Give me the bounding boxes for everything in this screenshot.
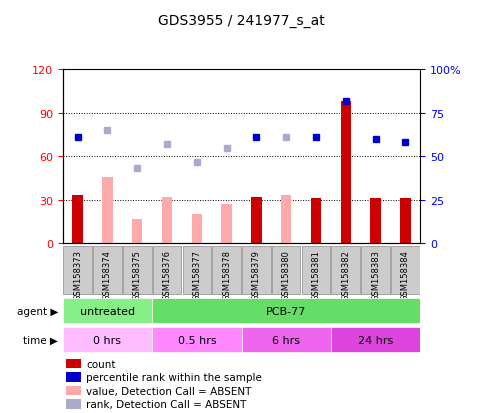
FancyBboxPatch shape <box>331 247 360 294</box>
Bar <box>132 219 142 244</box>
Text: GSM158380: GSM158380 <box>282 250 291 300</box>
FancyBboxPatch shape <box>242 247 270 294</box>
Bar <box>400 199 411 244</box>
Bar <box>102 177 113 244</box>
FancyBboxPatch shape <box>93 247 122 294</box>
Text: GDS3955 / 241977_s_at: GDS3955 / 241977_s_at <box>158 14 325 28</box>
Text: PCB-77: PCB-77 <box>266 306 306 316</box>
Text: GSM158373: GSM158373 <box>73 250 82 301</box>
Text: percentile rank within the sample: percentile rank within the sample <box>86 372 262 382</box>
Text: GSM158384: GSM158384 <box>401 250 410 300</box>
Bar <box>66 373 81 382</box>
FancyBboxPatch shape <box>63 328 152 352</box>
FancyBboxPatch shape <box>242 328 331 352</box>
Bar <box>66 386 81 396</box>
FancyBboxPatch shape <box>361 247 390 294</box>
FancyBboxPatch shape <box>331 328 420 352</box>
Text: GSM158382: GSM158382 <box>341 250 350 300</box>
Text: GSM158378: GSM158378 <box>222 250 231 301</box>
Text: untreated: untreated <box>80 306 135 316</box>
FancyBboxPatch shape <box>272 247 300 294</box>
Text: rank, Detection Call = ABSENT: rank, Detection Call = ABSENT <box>86 399 246 409</box>
FancyBboxPatch shape <box>153 247 181 294</box>
FancyBboxPatch shape <box>152 328 242 352</box>
Bar <box>221 204 232 244</box>
Text: time ▶: time ▶ <box>23 335 58 345</box>
Bar <box>281 196 291 244</box>
FancyBboxPatch shape <box>213 247 241 294</box>
Text: 24 hrs: 24 hrs <box>358 335 393 345</box>
Bar <box>192 215 202 244</box>
Text: count: count <box>86 359 115 369</box>
Text: 0.5 hrs: 0.5 hrs <box>178 335 216 345</box>
FancyBboxPatch shape <box>183 247 211 294</box>
Text: GSM158377: GSM158377 <box>192 250 201 301</box>
FancyBboxPatch shape <box>152 299 420 323</box>
Text: GSM158381: GSM158381 <box>312 250 320 300</box>
Bar <box>341 102 351 244</box>
Text: GSM158374: GSM158374 <box>103 250 112 300</box>
Bar <box>162 197 172 244</box>
Text: GSM158376: GSM158376 <box>163 250 171 301</box>
Bar <box>311 199 321 244</box>
FancyBboxPatch shape <box>63 299 152 323</box>
FancyBboxPatch shape <box>123 247 152 294</box>
FancyBboxPatch shape <box>302 247 330 294</box>
Text: value, Detection Call = ABSENT: value, Detection Call = ABSENT <box>86 386 251 396</box>
FancyBboxPatch shape <box>391 247 420 294</box>
Bar <box>66 399 81 409</box>
Bar <box>66 359 81 368</box>
Text: 6 hrs: 6 hrs <box>272 335 300 345</box>
Bar <box>370 199 381 244</box>
Text: agent ▶: agent ▶ <box>16 306 58 316</box>
Text: GSM158383: GSM158383 <box>371 250 380 301</box>
FancyBboxPatch shape <box>63 247 92 294</box>
Bar <box>72 196 83 244</box>
Text: GSM158379: GSM158379 <box>252 250 261 300</box>
Bar <box>251 197 262 244</box>
Text: GSM158375: GSM158375 <box>133 250 142 300</box>
Text: 0 hrs: 0 hrs <box>94 335 121 345</box>
